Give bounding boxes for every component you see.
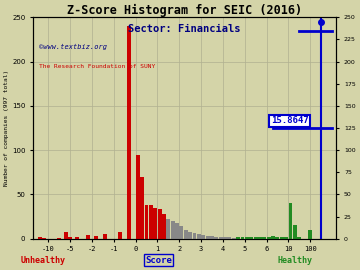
Bar [175, 223, 179, 239]
Bar [289, 203, 292, 239]
Bar [232, 238, 236, 239]
Bar [193, 233, 197, 239]
Bar [197, 234, 201, 239]
Bar [223, 237, 227, 239]
Bar [258, 237, 262, 239]
Bar [262, 237, 266, 239]
Bar [188, 232, 192, 239]
Bar [284, 237, 288, 239]
Bar [140, 177, 144, 239]
Bar [158, 210, 162, 239]
Y-axis label: Number of companies (997 total): Number of companies (997 total) [4, 70, 9, 186]
Bar [184, 230, 188, 239]
Bar [236, 237, 240, 239]
Bar [201, 235, 205, 239]
Bar [308, 230, 312, 239]
Bar [228, 237, 231, 239]
Bar [280, 237, 284, 239]
Bar [275, 237, 279, 239]
Bar [42, 238, 46, 239]
Bar [94, 236, 98, 239]
Bar [267, 237, 271, 239]
Text: Score: Score [145, 256, 172, 265]
Bar [206, 236, 210, 239]
Bar [245, 237, 249, 239]
Bar [57, 238, 61, 239]
Bar [103, 234, 107, 239]
Bar [86, 235, 90, 239]
Bar [149, 205, 153, 239]
Bar [64, 232, 68, 239]
Bar [180, 226, 183, 239]
Bar [68, 237, 72, 239]
Bar [162, 214, 166, 239]
Bar [171, 221, 175, 239]
Bar [166, 219, 170, 239]
Bar [249, 237, 253, 239]
Bar [293, 225, 297, 239]
Bar [210, 236, 214, 239]
Text: Healthy: Healthy [278, 256, 313, 265]
Bar [75, 237, 79, 239]
Bar [214, 237, 218, 239]
Bar [297, 237, 301, 239]
Bar [136, 154, 140, 239]
Bar [240, 237, 244, 239]
Bar [271, 236, 275, 239]
Title: Z-Score Histogram for SEIC (2016): Z-Score Histogram for SEIC (2016) [67, 4, 302, 17]
Bar [219, 237, 223, 239]
Bar [38, 237, 42, 239]
Bar [127, 26, 131, 239]
Text: 15.8647: 15.8647 [271, 116, 309, 125]
Bar [145, 205, 148, 239]
Bar [153, 208, 157, 239]
Text: Unhealthy: Unhealthy [21, 256, 66, 265]
Text: The Research Foundation of SUNY: The Research Foundation of SUNY [39, 64, 156, 69]
Bar [254, 237, 257, 239]
Text: ©www.textbiz.org: ©www.textbiz.org [39, 44, 107, 50]
Bar [118, 232, 122, 239]
Text: Sector: Financials: Sector: Financials [129, 24, 241, 34]
